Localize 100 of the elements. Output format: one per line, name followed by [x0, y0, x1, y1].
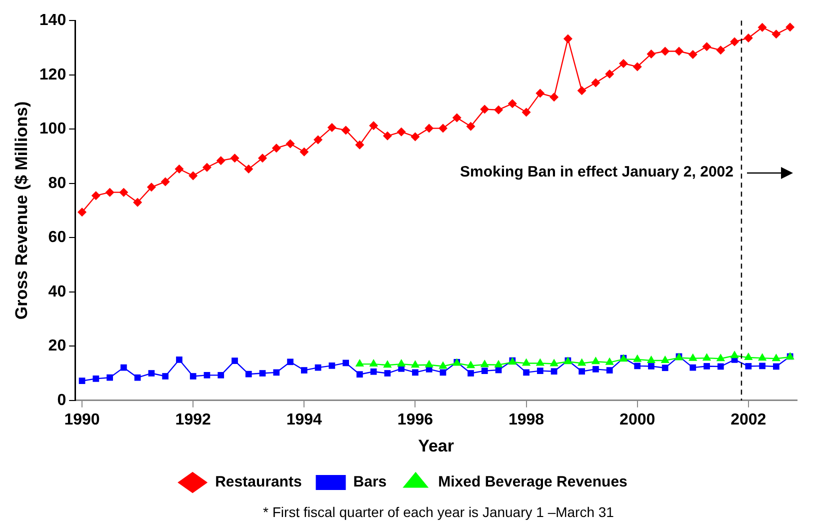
- point: [314, 364, 322, 371]
- point: [287, 358, 294, 366]
- x-axis-title: Year: [418, 436, 454, 456]
- x-tick-label: 1998: [508, 411, 544, 428]
- point: [410, 132, 420, 142]
- point: [355, 359, 364, 367]
- point: [730, 350, 739, 358]
- point: [577, 358, 586, 366]
- point: [674, 46, 684, 56]
- point: [563, 34, 572, 44]
- point: [382, 131, 392, 140]
- point: [772, 354, 781, 362]
- point: [78, 378, 86, 384]
- point: [578, 368, 585, 375]
- point: [218, 372, 224, 378]
- point: [410, 360, 420, 368]
- y-tick-label: 120: [39, 66, 66, 84]
- point: [259, 370, 266, 376]
- point: [397, 359, 406, 367]
- point: [688, 50, 698, 60]
- point: [550, 368, 558, 375]
- point: [744, 33, 753, 42]
- legend-label: Restaurants: [215, 474, 302, 491]
- point: [717, 363, 724, 370]
- point: [230, 154, 240, 163]
- point: [591, 356, 600, 364]
- point: [341, 126, 350, 135]
- point: [646, 49, 656, 58]
- point: [704, 363, 710, 370]
- point: [452, 113, 462, 122]
- point: [148, 370, 155, 376]
- point: [468, 370, 474, 376]
- point: [550, 358, 558, 366]
- point: [438, 124, 448, 133]
- x-tick-label: 1990: [64, 411, 100, 428]
- point: [162, 373, 169, 380]
- point: [481, 368, 488, 374]
- point: [314, 135, 323, 144]
- point: [494, 360, 503, 368]
- point: [466, 360, 476, 368]
- point: [660, 356, 670, 364]
- point: [370, 368, 377, 375]
- point: [190, 373, 196, 380]
- point: [634, 362, 641, 370]
- point: [120, 364, 127, 371]
- point: [494, 105, 504, 114]
- point: [730, 37, 740, 46]
- point: [550, 92, 559, 102]
- point: [577, 86, 586, 96]
- point: [662, 364, 668, 372]
- text: * First fiscal quarter of each year is January 1 –March 31: [262, 504, 615, 520]
- point: [286, 139, 295, 148]
- point: [272, 144, 281, 153]
- point: [633, 354, 642, 362]
- point: [105, 188, 114, 197]
- point: [536, 358, 544, 366]
- point: [396, 127, 406, 136]
- x-tick-label: 1996: [397, 411, 434, 428]
- point: [424, 124, 434, 133]
- point: [273, 369, 280, 376]
- point: [327, 122, 336, 132]
- point: [592, 366, 599, 372]
- point: [744, 352, 753, 360]
- point: [134, 374, 141, 381]
- point: [133, 198, 142, 207]
- point: [605, 357, 614, 365]
- point: [383, 360, 392, 368]
- point: [716, 46, 726, 55]
- y-axis-title: Gross Revenue ($ Millions): [12, 101, 31, 320]
- y-tick-label: 80: [48, 174, 66, 192]
- point: [245, 370, 252, 378]
- point: [92, 376, 100, 382]
- legend-label: Bars: [353, 474, 387, 491]
- x-tick-label: 2000: [620, 411, 656, 428]
- point: [606, 367, 613, 374]
- point: [412, 369, 418, 376]
- y-tick-label: 20: [48, 338, 66, 355]
- point: [702, 353, 712, 361]
- y-tick-label: 60: [48, 229, 66, 246]
- point: [591, 78, 600, 88]
- point: [204, 372, 210, 378]
- point: [690, 364, 696, 371]
- point: [646, 356, 656, 364]
- point: [508, 99, 517, 108]
- point: [424, 360, 434, 368]
- point: [605, 70, 614, 79]
- point: [745, 363, 752, 370]
- point: [356, 371, 363, 378]
- point: [216, 156, 226, 166]
- point: [536, 368, 544, 374]
- point: [759, 362, 766, 370]
- point: [632, 62, 642, 72]
- point: [772, 363, 780, 370]
- ref-line-label: Smoking Ban in effect January 2, 2002: [460, 164, 734, 181]
- point: [160, 177, 170, 186]
- x-tick-label: 2002: [730, 411, 766, 428]
- point: [466, 122, 476, 131]
- point: [300, 147, 309, 156]
- point: [758, 353, 767, 361]
- x-tick-label: 1994: [286, 411, 322, 428]
